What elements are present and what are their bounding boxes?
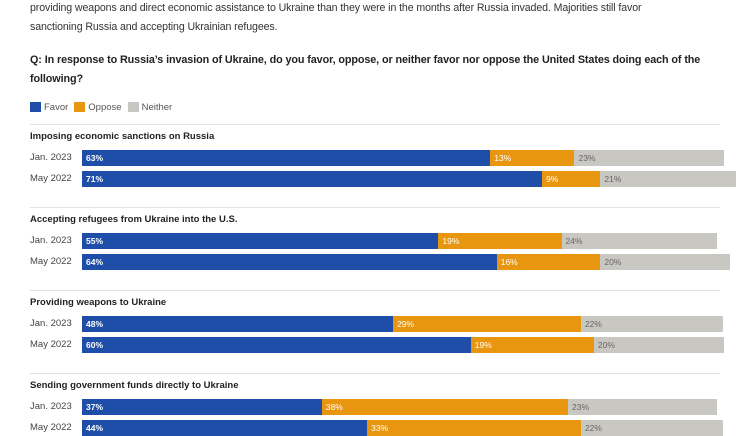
bar-segment-favor: 37% (82, 399, 322, 415)
bar-row: 60% 19% 20% (82, 337, 724, 353)
group-separator (30, 207, 720, 208)
bar-segment-oppose: 29% (393, 316, 581, 332)
row-label: May 2022 (30, 422, 72, 433)
bar-segment-favor: 63% (82, 150, 491, 166)
bar-segment-neither: 20% (600, 254, 730, 270)
bar-segment-neither: 22% (580, 316, 724, 332)
bar-segment-favor: 64% (82, 254, 497, 270)
bar-segment-neither: 23% (567, 399, 718, 415)
bar-segment-neither: 20% (593, 337, 724, 353)
bar-segment-oppose: 16% (496, 254, 601, 270)
bar-segment-favor: 48% (82, 316, 394, 332)
legend-item-oppose: Oppose (74, 101, 122, 113)
row-label: May 2022 (30, 339, 72, 350)
row-label: Jan. 2023 (30, 401, 72, 412)
bar-row: 37% 38% 23% (82, 399, 718, 415)
bar-row: 71% 9% 21% (82, 171, 737, 187)
intro-line: providing weapons and direct economic as… (30, 2, 642, 14)
legend-label-favor: Favor (44, 101, 69, 113)
bar-segment-oppose: 19% (470, 337, 594, 353)
bar-segment-oppose: 33% (367, 420, 581, 436)
row-label: Jan. 2023 (30, 152, 72, 163)
bar-segment-oppose: 19% (438, 233, 562, 249)
group-separator (30, 124, 720, 125)
legend-item-neither: Neither (127, 101, 173, 113)
legend-swatch-favor (30, 102, 41, 112)
chart-legend: Favor Oppose Neither (30, 100, 178, 114)
intro-line: sanctioning Russia and accepting Ukraini… (30, 21, 278, 33)
legend-swatch-oppose (74, 102, 86, 112)
group-title: Sending government funds directly to Ukr… (30, 380, 239, 391)
bar-row: 64% 16% 20% (82, 254, 730, 270)
row-label: Jan. 2023 (30, 235, 72, 246)
bar-segment-neither: 21% (600, 171, 737, 187)
bar-segment-favor: 60% (82, 337, 471, 353)
group-title: Accepting refugees from Ukraine into the… (30, 214, 238, 225)
bar-segment-oppose: 13% (490, 150, 575, 166)
bar-row: 44% 33% 22% (82, 420, 724, 436)
legend-item-favor: Favor (30, 102, 68, 113)
survey-question: Q: In response to Russia’s invasion of U… (30, 54, 701, 85)
legend-label-oppose: Oppose (88, 101, 122, 113)
bar-segment-oppose: 9% (542, 171, 601, 187)
row-label: May 2022 (30, 256, 72, 267)
intro-text: providing weapons and direct economic as… (30, 0, 730, 37)
bar-segment-favor: 55% (82, 233, 439, 249)
group-separator (30, 373, 720, 374)
bar-segment-neither: 24% (561, 233, 718, 249)
group-separator (30, 290, 720, 291)
bar-row: 48% 29% 22% (82, 316, 724, 332)
bar-row: 55% 19% 24% (82, 233, 718, 249)
bar-segment-favor: 71% (82, 171, 543, 187)
bar-row: 63% 13% 23% (82, 150, 724, 166)
legend-label-neither: Neither (141, 101, 173, 113)
row-label: Jan. 2023 (30, 318, 72, 329)
bar-segment-neither: 23% (574, 150, 724, 166)
bar-segment-neither: 22% (580, 420, 724, 436)
bar-segment-favor: 44% (82, 420, 368, 436)
legend-swatch-neither (127, 102, 139, 112)
bar-segment-oppose: 38% (321, 399, 568, 415)
group-title: Providing weapons to Ukraine (30, 297, 167, 308)
group-title: Imposing economic sanctions on Russia (30, 131, 215, 142)
row-label: May 2022 (30, 173, 72, 184)
